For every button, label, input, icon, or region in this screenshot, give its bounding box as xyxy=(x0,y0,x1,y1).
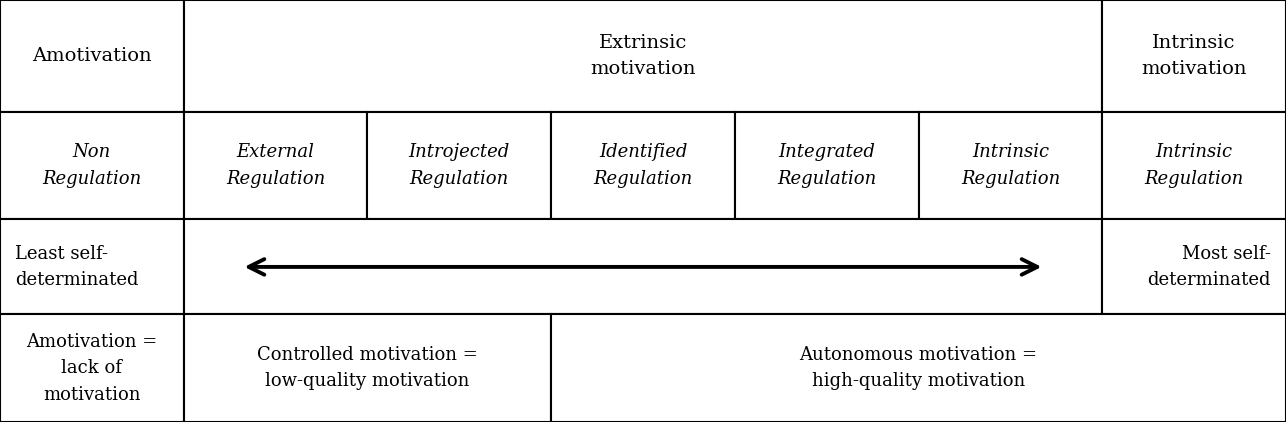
Text: Non
Regulation: Non Regulation xyxy=(42,143,141,188)
Bar xyxy=(1102,112,1286,219)
Text: Identified
Regulation: Identified Regulation xyxy=(593,143,693,188)
Bar xyxy=(184,314,552,422)
Text: Extrinsic
motivation: Extrinsic motivation xyxy=(590,34,696,78)
Bar xyxy=(552,112,734,219)
Text: External
Regulation: External Regulation xyxy=(226,143,325,188)
Text: Introjected
Regulation: Introjected Regulation xyxy=(409,143,511,188)
Bar xyxy=(734,112,918,219)
Bar xyxy=(184,112,368,219)
Bar xyxy=(368,112,552,219)
Text: Intrinsic
Regulation: Intrinsic Regulation xyxy=(961,143,1060,188)
Bar xyxy=(0,0,184,112)
Text: Amotivation =
lack of
motivation: Amotivation = lack of motivation xyxy=(26,333,157,403)
Text: Controlled motivation =
low-quality motivation: Controlled motivation = low-quality moti… xyxy=(257,346,478,390)
Bar xyxy=(0,219,184,314)
Text: Intrinsic
motivation: Intrinsic motivation xyxy=(1142,34,1247,78)
Bar xyxy=(0,314,184,422)
Text: Intrinsic
Regulation: Intrinsic Regulation xyxy=(1145,143,1244,188)
Bar xyxy=(918,112,1102,219)
Bar xyxy=(552,314,1286,422)
Text: Integrated
Regulation: Integrated Regulation xyxy=(777,143,876,188)
Bar xyxy=(0,112,184,219)
Text: Autonomous motivation =
high-quality motivation: Autonomous motivation = high-quality mot… xyxy=(800,346,1038,390)
Bar xyxy=(1102,0,1286,112)
Text: Least self-
determinated: Least self- determinated xyxy=(15,245,139,289)
Text: Amotivation: Amotivation xyxy=(32,47,152,65)
Bar xyxy=(1102,219,1286,314)
Bar xyxy=(184,219,1102,314)
Text: Most self-
determinated: Most self- determinated xyxy=(1147,245,1271,289)
Bar xyxy=(184,0,1102,112)
